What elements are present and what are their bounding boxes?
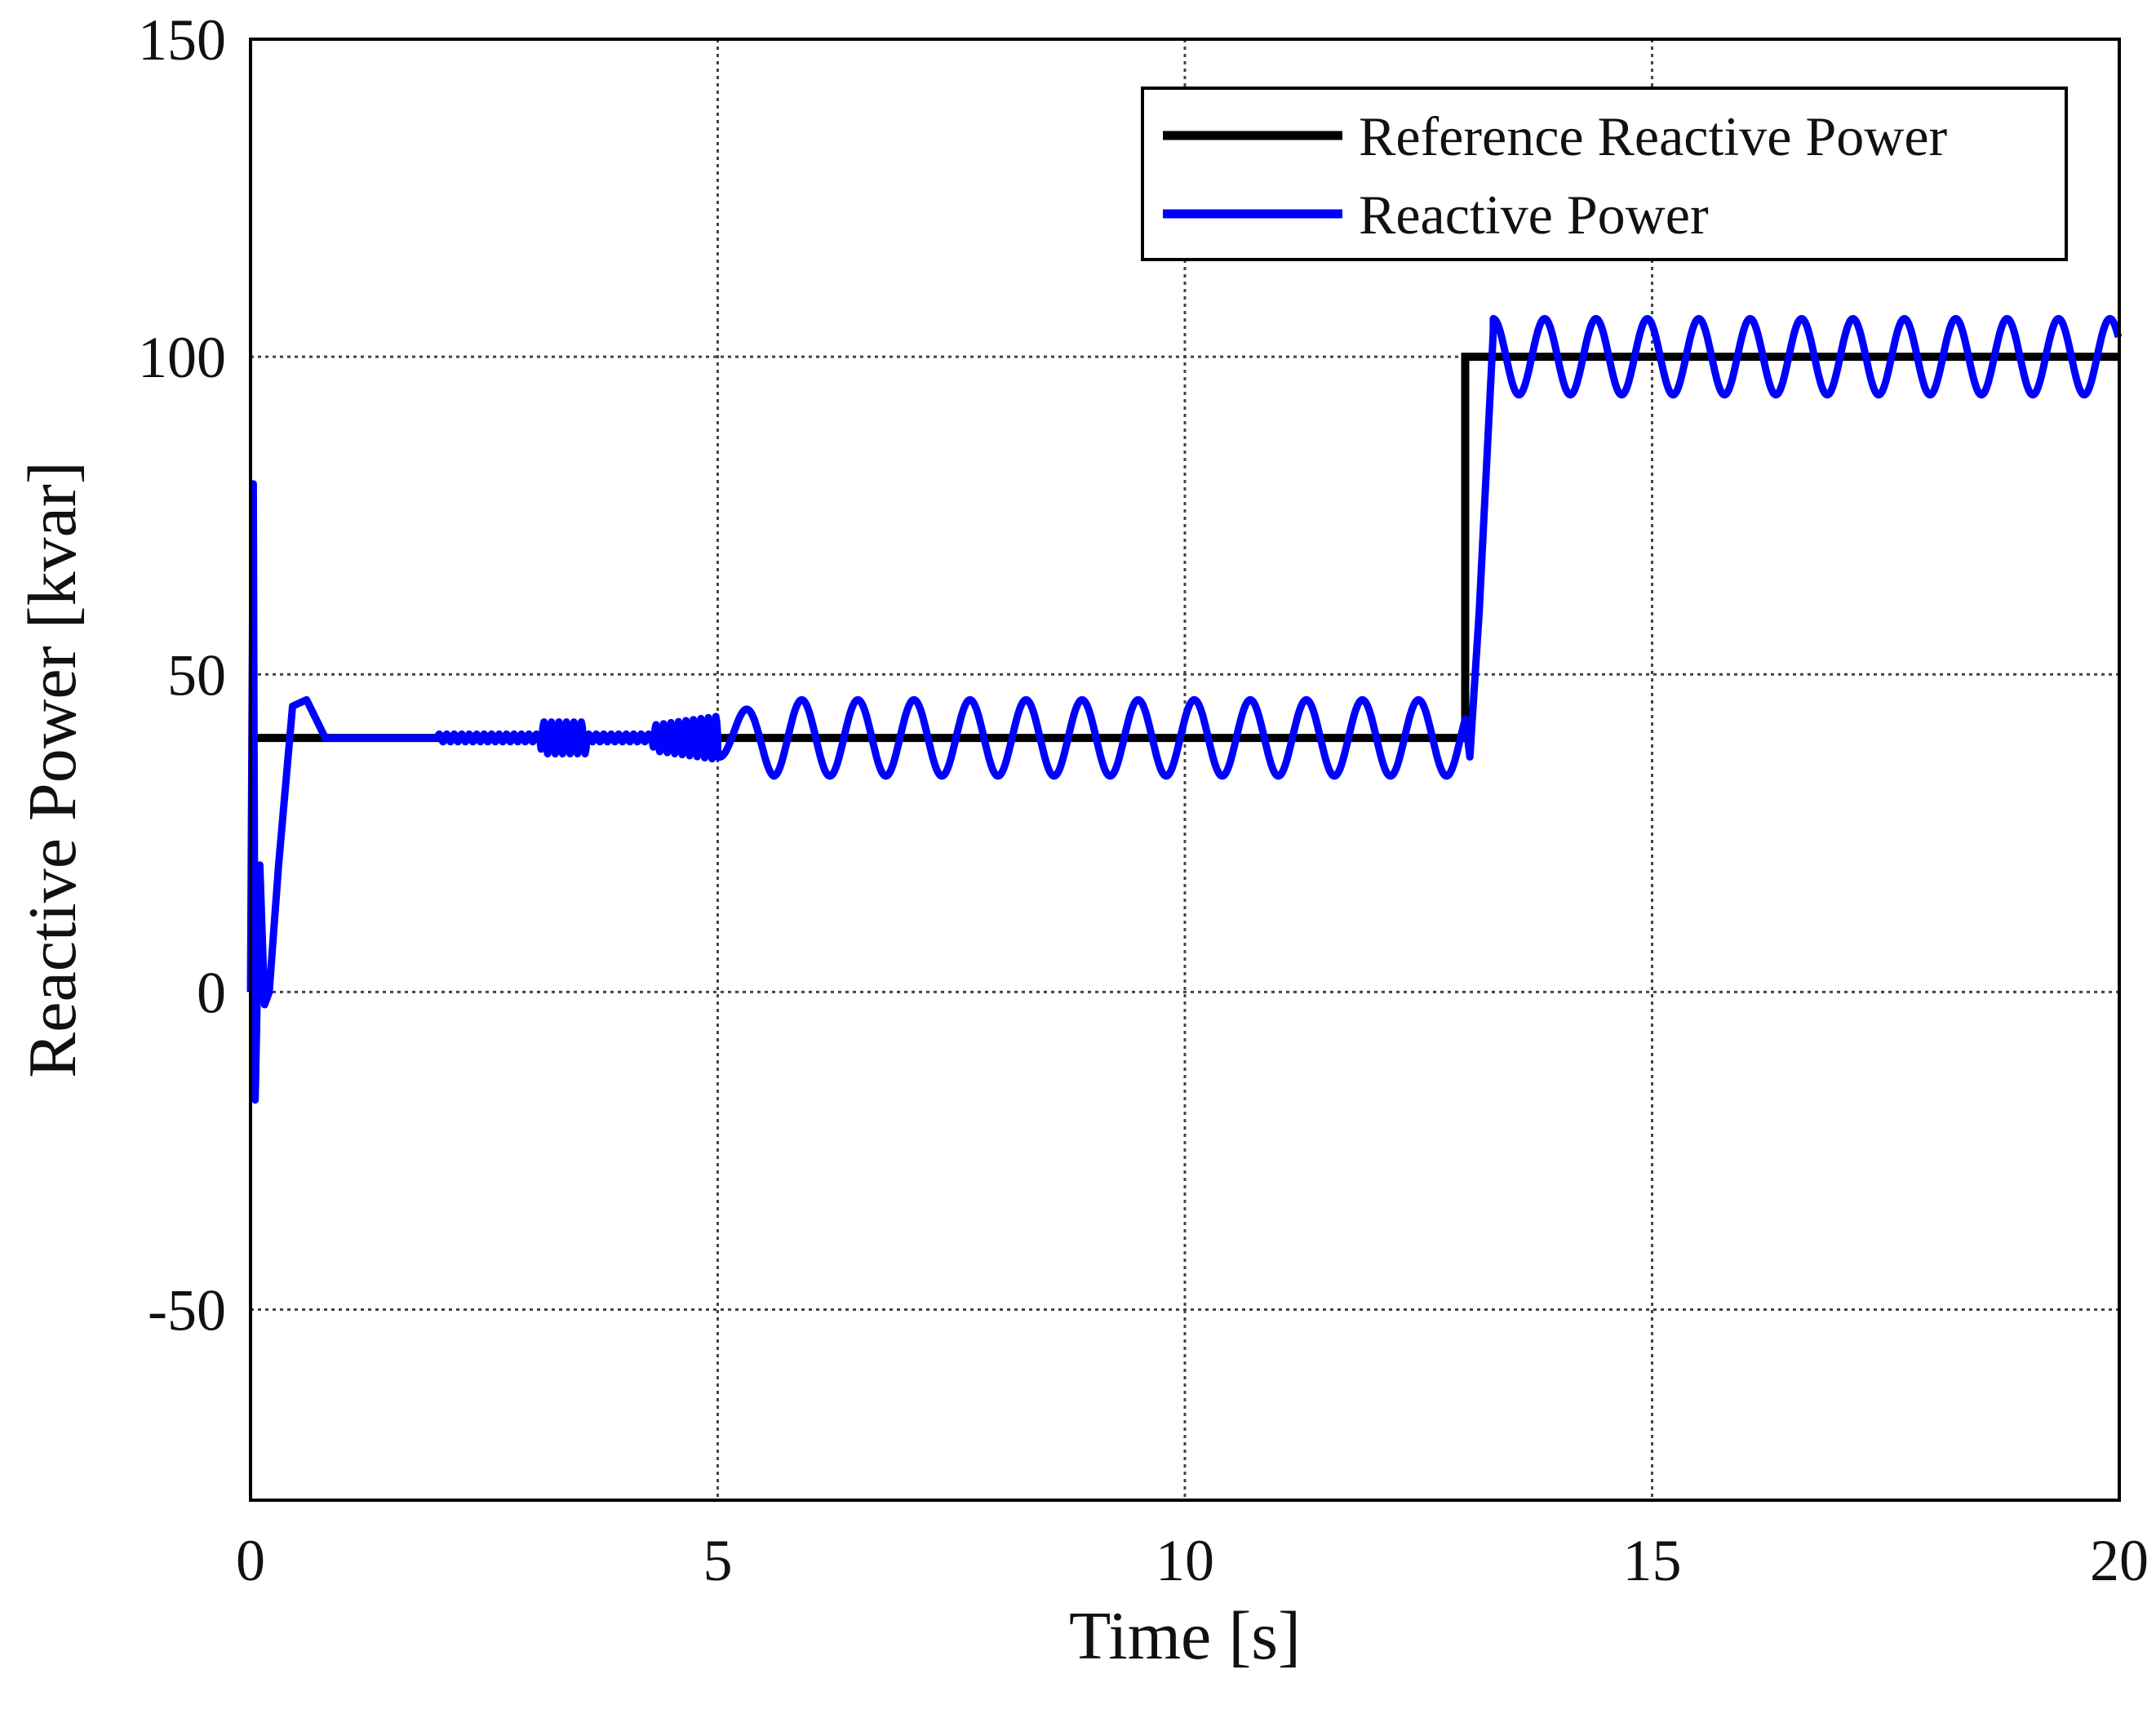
y-tick-label: 0 [197,960,226,1025]
x-axis-title: Time [s] [1069,1598,1301,1674]
x-tick-label: 10 [1156,1528,1214,1593]
x-tick-label: 20 [2090,1528,2149,1593]
tick-labels: 0 5 10 15 20 -50 0 50 100 150 [138,7,2149,1593]
x-tick-label: 0 [236,1528,265,1593]
legend-label-reference: Reference Reactive Power [1359,105,1948,167]
series-lines [246,314,2123,1104]
y-tick-label: 150 [138,7,226,73]
plot-frame [249,38,2121,1502]
legend-label-reactive: Reactive Power [1359,184,1709,246]
legend-box [1141,87,2068,261]
legend: Reference Reactive Power Reactive Power [1141,87,2068,261]
x-tick-label: 15 [1623,1528,1682,1593]
y-tick-label: 50 [167,642,226,708]
y-axis-title: Reactive Power [kvar] [15,461,91,1078]
x-tick-label: 5 [703,1528,733,1593]
y-tick-label: -50 [148,1278,226,1343]
series-line-reactive-power [246,314,2123,1104]
y-tick-label: 100 [138,325,226,390]
